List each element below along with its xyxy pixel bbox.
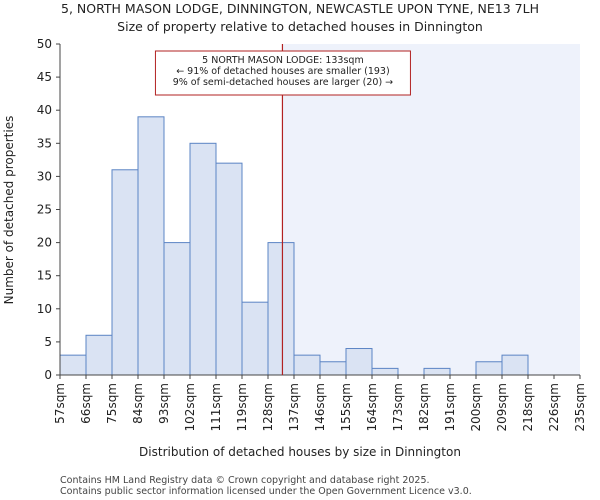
plot-area: 0 5 10 15 20 25 30 35 40 45 50 57sqm 66sqm 75sqm 84sqm…	[37, 37, 587, 431]
bar-66sqm	[85, 334, 113, 376]
footer-line-2: Contains public sector information licen…	[60, 486, 472, 497]
larger-region-shade	[282, 44, 580, 375]
bar-119sqm	[241, 301, 269, 376]
y-tick-label: 5	[44, 335, 52, 349]
y-tick-label: 10	[37, 302, 52, 316]
x-tick-label: 164sqm	[365, 383, 379, 431]
bar-200sqm	[475, 361, 503, 376]
x-tick-label: 57sqm	[53, 383, 67, 424]
bar-209sqm	[501, 354, 529, 376]
x-tick-label: 75sqm	[105, 383, 119, 424]
x-axis-label: Distribution of detached houses by size …	[139, 445, 461, 459]
y-tick-label: 50	[37, 37, 52, 51]
bar-75sqm	[111, 169, 139, 376]
y-tick-label: 25	[37, 203, 52, 217]
x-tick-label: 102sqm	[183, 383, 197, 431]
chart-subtitle: Size of property relative to detached ho…	[117, 19, 483, 34]
y-tick-label: 20	[37, 236, 52, 250]
x-tick-label: 119sqm	[235, 383, 249, 431]
x-tick-label: 209sqm	[495, 383, 509, 431]
x-tick-label: 111sqm	[209, 383, 223, 431]
x-tick-label: 93sqm	[157, 383, 171, 424]
y-tick-label: 35	[37, 136, 52, 150]
x-tick-label: 218sqm	[521, 383, 535, 431]
x-tick-label: 66sqm	[79, 383, 93, 424]
bar-182sqm	[423, 367, 451, 376]
annotation-line-2: ← 91% of detached houses are smaller (19…	[176, 66, 389, 77]
bar-128sqm	[267, 242, 295, 376]
bar-111sqm	[215, 162, 243, 376]
y-tick-label: 45	[37, 70, 52, 84]
x-tick-label: 155sqm	[339, 383, 353, 431]
y-tick-label: 0	[44, 368, 52, 382]
x-tick-label: 146sqm	[313, 383, 327, 431]
bar-84sqm	[137, 116, 165, 376]
annotation-box	[154, 50, 411, 96]
x-tick-label: 128sqm	[261, 383, 275, 431]
annotation-line-3: 9% of semi-detached houses are larger (2…	[173, 77, 393, 88]
x-tick-label: 173sqm	[391, 383, 405, 431]
bar-164sqm	[371, 367, 399, 376]
bar-57sqm	[59, 354, 87, 376]
x-tick-label: 191sqm	[443, 383, 457, 431]
chart-title: 5, NORTH MASON LODGE, DINNINGTON, NEWCAS…	[61, 1, 539, 16]
y-axis-label: Number of detached properties	[2, 116, 16, 305]
y-tick-label: 30	[37, 169, 52, 183]
annotation-line-1: 5 NORTH MASON LODGE: 133sqm	[202, 55, 364, 66]
bar-93sqm	[163, 242, 191, 376]
bar-137sqm	[293, 354, 321, 376]
bar-146sqm	[319, 361, 347, 376]
y-tick-label: 15	[37, 269, 52, 283]
y-tick-label: 40	[37, 103, 52, 117]
x-tick-label: 235sqm	[573, 383, 587, 431]
bar-155sqm	[345, 348, 373, 376]
x-tick-label: 137sqm	[287, 383, 301, 431]
x-tick-label: 200sqm	[469, 383, 483, 431]
bar-102sqm	[189, 142, 217, 376]
footer-line-1: Contains HM Land Registry data © Crown c…	[60, 475, 430, 486]
x-tick-label: 226sqm	[547, 383, 561, 431]
x-tick-label: 84sqm	[131, 383, 145, 424]
x-tick-label: 182sqm	[417, 383, 431, 431]
